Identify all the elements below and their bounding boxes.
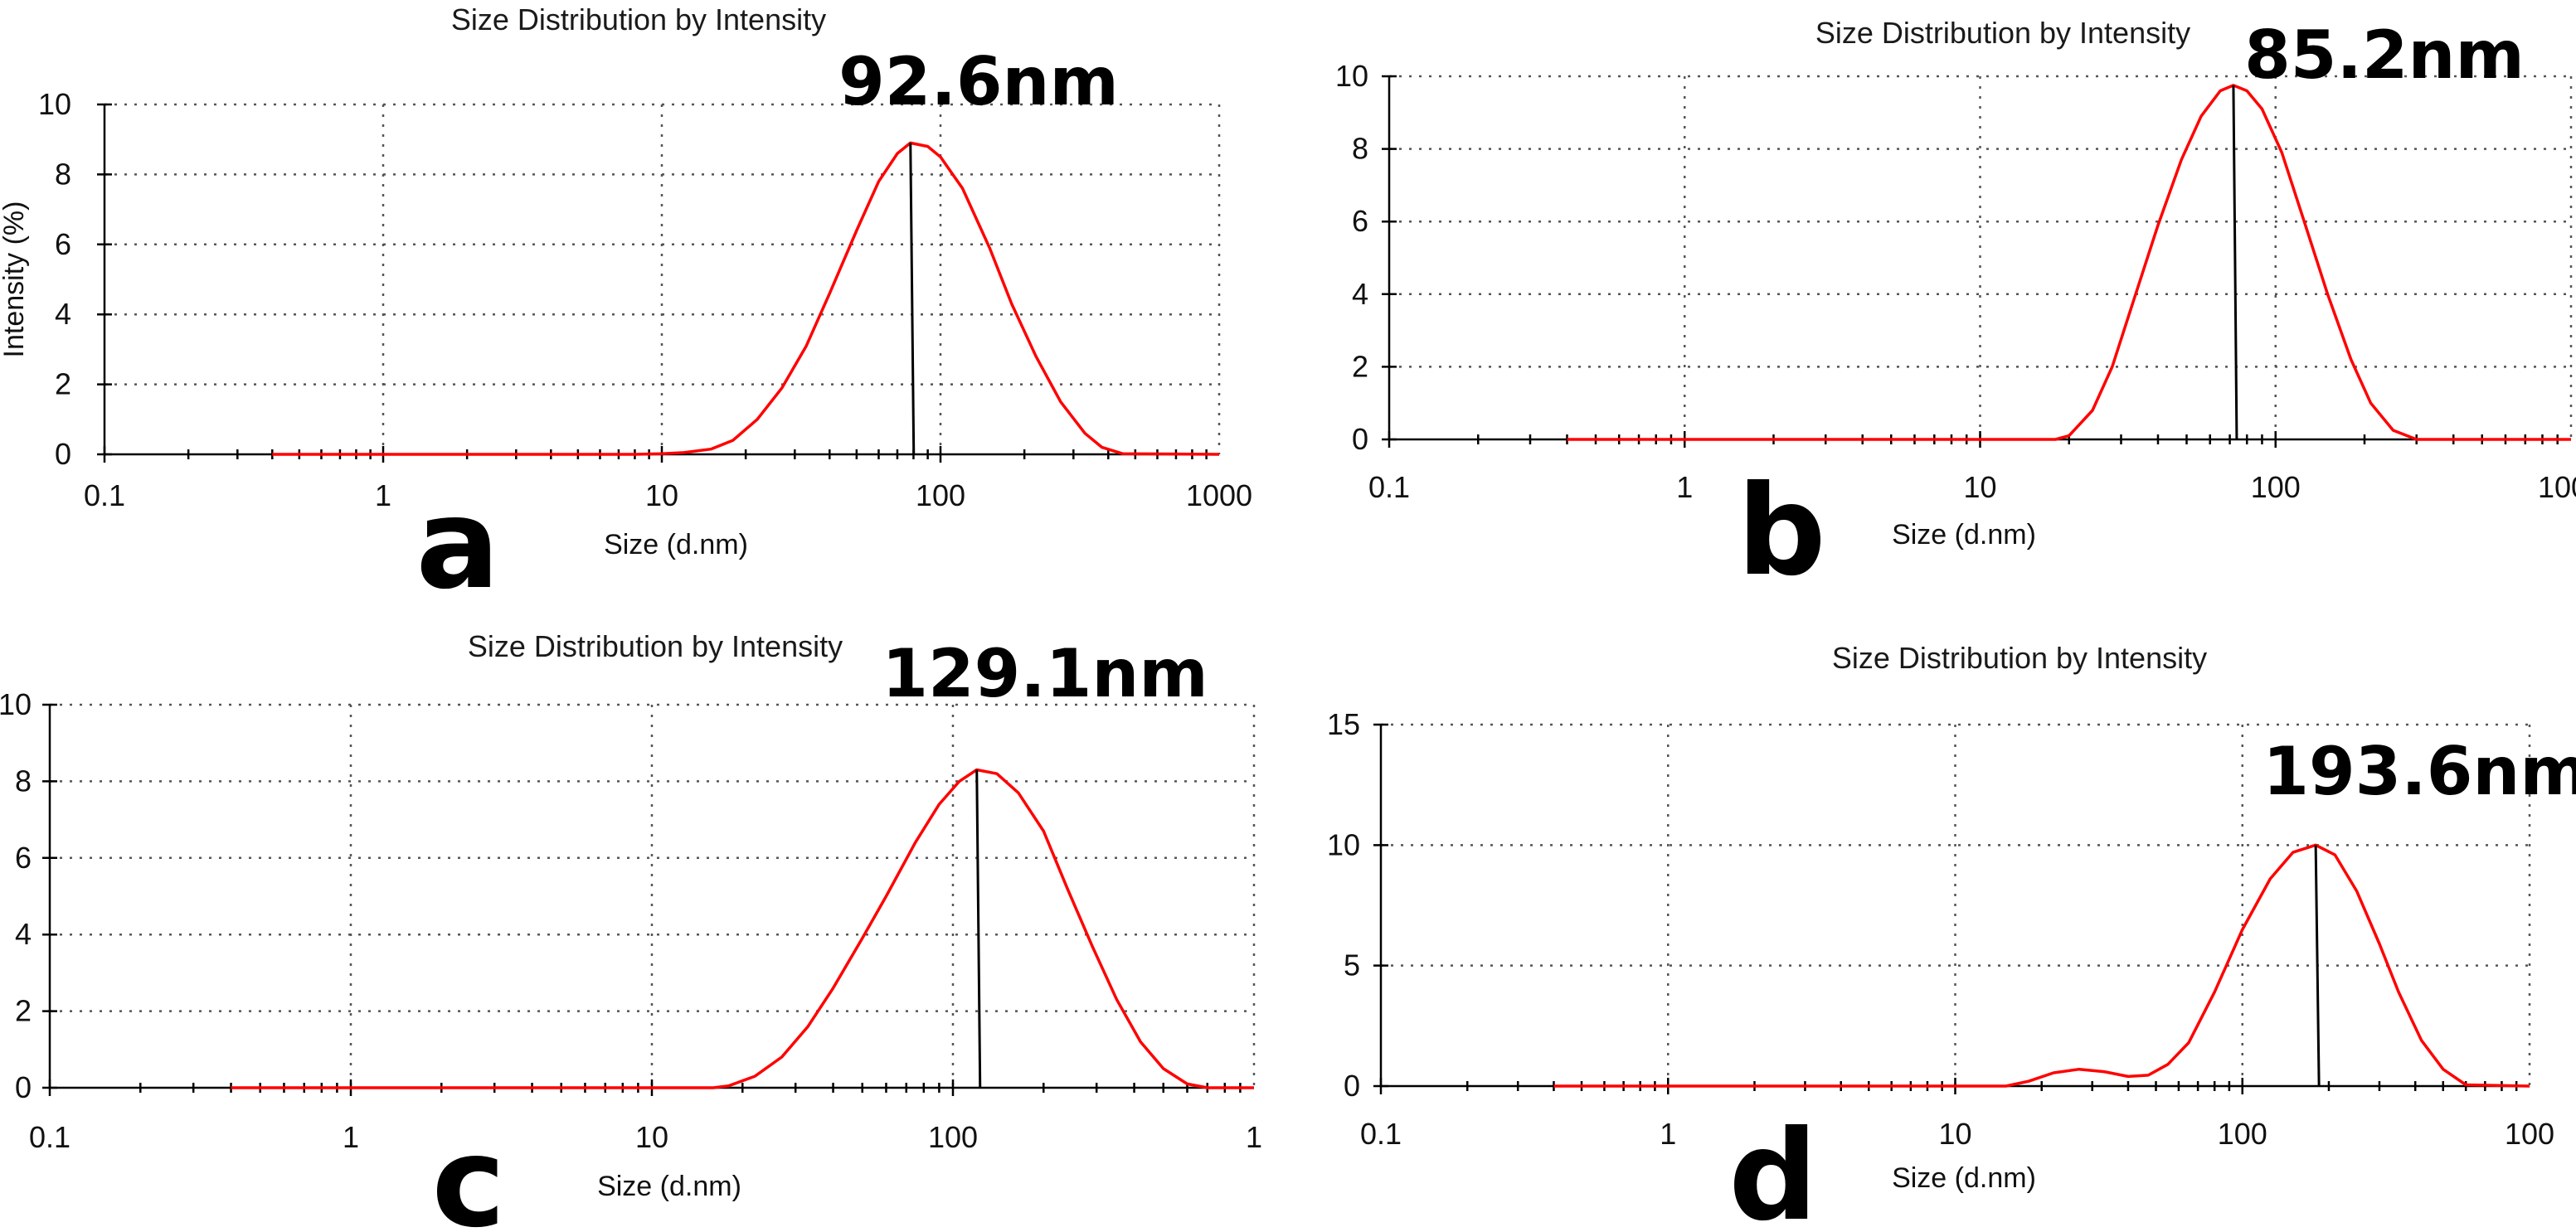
y-tick-label: 2 xyxy=(15,994,32,1028)
y-tick-label: 4 xyxy=(55,297,71,331)
peak-marker-line xyxy=(2314,845,2321,1087)
x-tick-label: 0.1 xyxy=(1368,470,1410,504)
x-tick-label: 10 xyxy=(1938,1117,1971,1151)
y-tick-label: 5 xyxy=(1344,948,1360,982)
peak-annotation: 129.1nm xyxy=(882,635,1208,712)
x-tick-label: 100 xyxy=(2505,1117,2554,1151)
x-tick-label: 1 xyxy=(343,1120,359,1154)
y-tick-label: 0 xyxy=(55,437,71,471)
x-tick-label: 1 xyxy=(375,478,391,512)
x-tick-label: 100 xyxy=(2251,470,2301,504)
x-tick-label: 10 xyxy=(1963,470,1996,504)
series-line xyxy=(272,141,1220,456)
y-tick-label: 2 xyxy=(55,367,71,401)
y-tick-label: 8 xyxy=(55,157,71,191)
peak-annotation: 193.6nm xyxy=(2263,733,2576,810)
x-tick-label: 0.1 xyxy=(1360,1117,1402,1151)
y-tick-label: 8 xyxy=(1352,132,1368,166)
peak-marker-line xyxy=(909,143,916,455)
y-tick-label: 0 xyxy=(1352,422,1368,456)
panel-label: d xyxy=(1728,1104,1817,1232)
y-tick-label: 6 xyxy=(15,841,32,875)
x-tick-label: 0.1 xyxy=(29,1120,70,1154)
x-axis-label: Size (d.nm) xyxy=(1892,519,2036,551)
y-tick-label: 4 xyxy=(15,917,32,951)
y-tick-label: 10 xyxy=(0,687,32,721)
chart-title: Size Distribution by Intensity xyxy=(1832,641,2207,675)
y-tick-label: 6 xyxy=(55,227,71,261)
y-tick-label: 4 xyxy=(1352,277,1368,311)
x-axis-label: Size (d.nm) xyxy=(597,1171,741,1202)
series-line xyxy=(231,768,1254,1089)
x-tick-label: 0.1 xyxy=(84,478,125,512)
y-tick-label: 2 xyxy=(1352,349,1368,383)
x-tick-label: 1000 xyxy=(1186,478,1252,512)
x-tick-label: 100 xyxy=(2218,1117,2267,1151)
chart-title: Size Distribution by Intensity xyxy=(1815,16,2190,50)
panel-label: a xyxy=(416,473,499,617)
series-line xyxy=(1567,84,2571,441)
panel-label: c xyxy=(432,1111,506,1232)
chart-title: Size Distribution by Intensity xyxy=(468,629,843,663)
x-axis-label: Size (d.nm) xyxy=(604,529,748,560)
x-tick-label: 1 xyxy=(1246,1120,1262,1154)
x-tick-label: 10 xyxy=(635,1120,668,1154)
y-tick-label: 0 xyxy=(15,1070,32,1104)
y-tick-label: 0 xyxy=(1344,1069,1360,1103)
y-tick-label: 6 xyxy=(1352,204,1368,238)
peak-annotation: 92.6nm xyxy=(838,43,1119,120)
x-tick-label: 1 xyxy=(1676,470,1693,504)
y-axis-label: Intensity (%) xyxy=(0,201,30,358)
chart-title: Size Distribution by Intensity xyxy=(451,2,826,36)
panel-label: b xyxy=(1737,459,1825,604)
y-tick-label: 8 xyxy=(15,764,32,798)
x-tick-label: 10 xyxy=(645,478,678,512)
peak-annotation: 85.2nm xyxy=(2244,17,2525,94)
peak-marker-line xyxy=(2232,85,2238,440)
peak-marker-line xyxy=(975,769,982,1089)
y-tick-label: 10 xyxy=(1335,59,1368,93)
x-tick-label: 100 xyxy=(916,478,965,512)
y-tick-label: 15 xyxy=(1327,707,1360,741)
x-tick-label: 1000 xyxy=(2538,470,2576,504)
x-axis-label: Size (d.nm) xyxy=(1892,1162,2036,1194)
x-tick-label: 100 xyxy=(928,1120,978,1154)
y-tick-label: 10 xyxy=(38,87,71,121)
y-tick-label: 10 xyxy=(1327,827,1360,861)
x-tick-label: 1 xyxy=(1660,1117,1676,1151)
